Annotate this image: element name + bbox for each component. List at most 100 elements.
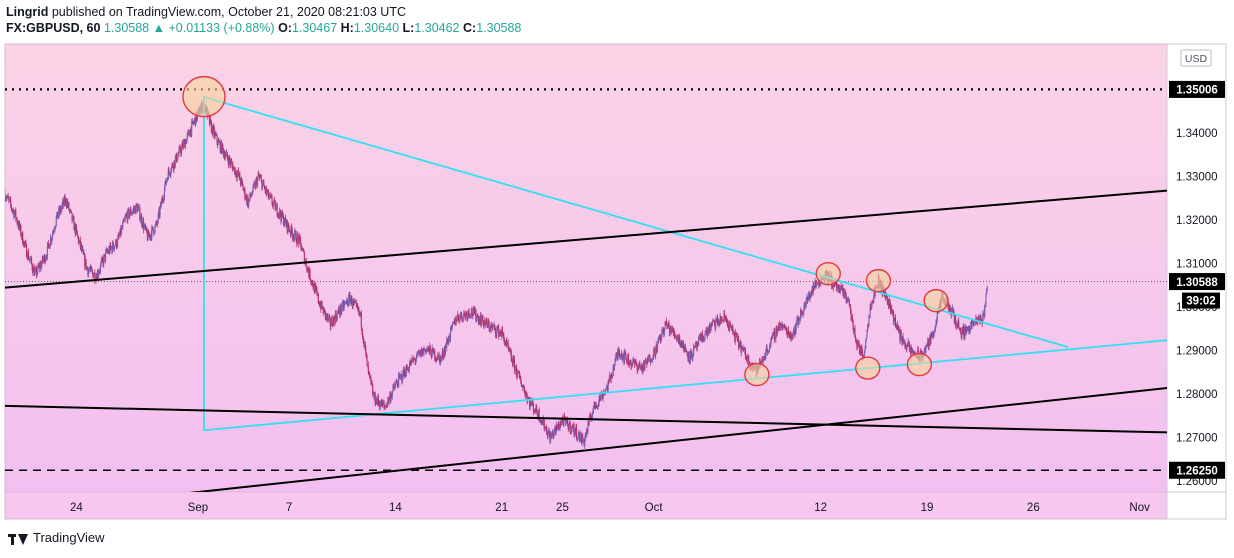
candle-842 (537, 413, 539, 421)
candle-53 (37, 262, 40, 269)
symbol-name[interactable]: FX:GBPUSD, 60 (6, 21, 101, 35)
candle-129 (86, 266, 88, 271)
candle-959 (611, 371, 613, 378)
candle-1168 (743, 346, 745, 350)
candle-1057 (673, 328, 675, 337)
candle-873 (556, 423, 559, 430)
candle-1506 (957, 318, 959, 329)
candle-389 (250, 191, 252, 199)
candle-176 (115, 238, 117, 249)
candle-1330 (846, 296, 848, 304)
candle-1208 (768, 343, 771, 352)
triangle-upper-line[interactable] (203, 96, 1069, 349)
candle-18 (15, 217, 17, 220)
candle-762 (486, 322, 488, 329)
candle-1215 (773, 327, 775, 339)
touch-circle-5[interactable] (855, 356, 881, 380)
high-value: 1.30640 (353, 21, 400, 35)
candle-582 (372, 390, 374, 396)
candle-102 (69, 209, 71, 214)
touch-circle-2[interactable] (865, 268, 892, 293)
price-axis[interactable] (1166, 43, 1227, 493)
candle-891 (568, 423, 570, 430)
candle-507 (325, 312, 327, 320)
publisher-name[interactable]: Lingrid (6, 5, 49, 19)
horizontal-support-line[interactable] (5, 404, 1167, 434)
candle-243 (158, 207, 160, 219)
candle-773 (493, 321, 495, 331)
triangle-lower-line[interactable] (203, 339, 1167, 432)
candle-817 (521, 384, 523, 388)
candle-344 (222, 142, 224, 153)
candle-1245 (792, 331, 794, 340)
candle-626 (400, 371, 402, 378)
candle-1062 (676, 334, 678, 343)
candle-1547 (983, 309, 985, 320)
candle-422 (271, 194, 273, 207)
footer-brand[interactable]: TradingView (8, 530, 105, 545)
candle-348 (224, 152, 226, 161)
candle-800 (510, 348, 512, 362)
candle-865 (551, 429, 554, 435)
price-label-last[interactable]: 1.30588 (1169, 273, 1225, 291)
candle-930 (593, 405, 595, 414)
x-tick-label: 12 (814, 502, 827, 514)
candle-1221 (777, 326, 779, 334)
candle-1429 (908, 341, 910, 352)
candle-324 (209, 119, 211, 125)
candle-398 (256, 176, 258, 189)
touch-circle-3[interactable] (923, 288, 949, 313)
candle-1037 (660, 333, 662, 343)
candle-1043 (664, 320, 666, 330)
touch-circle-6[interactable] (906, 352, 933, 377)
candle-425 (273, 199, 275, 207)
candle-693 (443, 354, 445, 361)
currency-badge[interactable]: USD (1180, 49, 1212, 67)
candle-814 (519, 374, 521, 380)
candle-339 (219, 140, 221, 144)
candle-14 (13, 209, 15, 220)
price-label-dashed[interactable]: 1.26250 (1169, 461, 1225, 479)
touch-circle-1[interactable] (815, 261, 841, 286)
candle-1315 (836, 282, 838, 293)
candle-909 (579, 439, 581, 444)
candle-764 (487, 318, 490, 326)
candle-198 (129, 206, 131, 215)
candle-993 (632, 356, 635, 363)
swing-high-circle[interactable] (182, 75, 226, 118)
candle-93 (63, 196, 65, 206)
plot-area[interactable] (4, 43, 1168, 493)
candle-962 (613, 364, 615, 372)
candle-907 (578, 429, 580, 434)
candle-62 (43, 253, 45, 263)
candle-855 (545, 424, 547, 432)
candle-477 (306, 266, 308, 273)
channel-lower-line[interactable] (178, 387, 1167, 494)
candle-78 (53, 226, 55, 234)
candle-444 (285, 218, 287, 228)
candle-1336 (850, 304, 852, 315)
candle-61 (43, 256, 45, 264)
candle-427 (274, 200, 276, 212)
channel-upper-line[interactable] (5, 189, 1167, 289)
candle-217 (141, 223, 143, 229)
candle-491 (315, 282, 317, 292)
candle-929 (592, 407, 594, 415)
candle-367 (236, 169, 238, 182)
candle-1461 (929, 334, 931, 347)
touch-circle-4[interactable] (744, 362, 770, 387)
time-axis[interactable] (4, 491, 1168, 520)
candle-470 (301, 246, 304, 251)
candle-300 (194, 116, 196, 124)
candle-146 (96, 269, 98, 281)
candle-960 (612, 375, 614, 379)
price-label-dotted[interactable]: 1.35006 (1169, 80, 1225, 98)
candle-1275 (811, 285, 813, 296)
candle-564 (361, 327, 363, 335)
candle-205 (134, 205, 136, 213)
candle-1515 (963, 324, 965, 340)
candle-1071 (682, 340, 684, 348)
candle-720 (460, 311, 462, 319)
candle-1368 (870, 301, 872, 311)
